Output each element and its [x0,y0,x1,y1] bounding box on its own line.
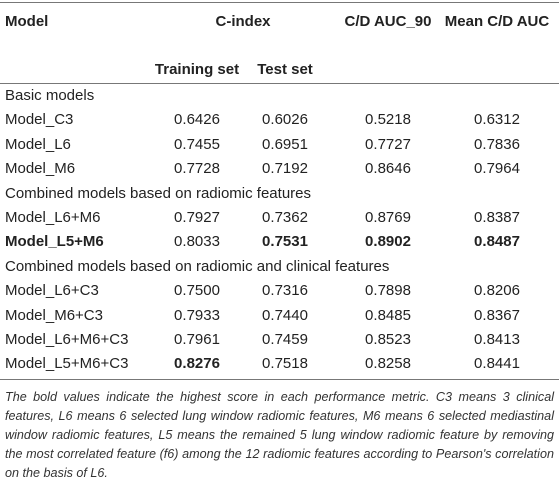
column-header: Model [5,13,49,30]
cell-value: 0.7964 [474,160,520,178]
cell-value: 0.5218 [365,111,411,129]
cell-value: 0.8902 [365,233,411,251]
cell-value: 0.7961 [174,331,220,348]
cell-value: 0.8769 [365,209,411,226]
group-label: Combined models based on radiomic and cl… [5,257,390,275]
cell-value: 0.8033 [174,233,220,251]
cell-value: 0.7316 [262,282,308,300]
cell-value: 0.7727 [365,135,411,153]
header-rule [0,83,559,84]
cell-value: 0.7836 [474,135,520,153]
cell-value: 0.8367 [474,306,520,324]
cell-value: 0.8646 [365,160,411,178]
model-name: Model_L6+C3 [5,282,99,300]
cell-value: 0.7933 [174,306,220,324]
cell-value: 0.8413 [474,331,520,348]
subcolumn-header: Training set [154,61,240,78]
cell-value: 0.7531 [262,233,308,251]
cell-value: 0.7192 [262,160,308,178]
cell-value: 0.8441 [474,355,520,373]
cell-value: 0.7927 [174,209,220,226]
cell-value: 0.8206 [474,282,520,300]
model-name: Model_M6 [5,160,76,178]
cell-value: 0.7362 [262,209,308,226]
bottom-rule [0,379,559,380]
cell-value: 0.8258 [365,355,411,373]
cell-value: 0.7440 [262,306,308,324]
group-label: Basic models [5,87,95,104]
group-label: Combined models based on radiomic featur… [5,184,311,202]
cell-value: 0.6951 [262,135,308,153]
column-header: Mean C/D AUC [444,13,550,30]
column-header: C-index [215,13,271,30]
column-header: C/D AUC_90 [344,13,432,30]
footnote: The bold values indicate the highest sco… [5,390,554,480]
model-name: Model_L5+M6 [5,233,104,251]
top-rule [0,2,559,3]
cell-value: 0.6312 [474,111,520,129]
cell-value: 0.8387 [474,209,520,226]
cell-value: 0.8276 [174,355,220,373]
cell-value: 0.8487 [474,233,520,251]
model-name: Model_L6+M6+C3 [5,331,129,348]
cell-value: 0.7728 [174,160,220,178]
cell-value: 0.6426 [174,111,220,129]
cell-value: 0.6026 [262,111,308,129]
cell-value: 0.7500 [174,282,220,300]
cell-value: 0.7518 [262,355,308,373]
cell-value: 0.7455 [174,135,220,153]
cell-value: 0.7459 [262,331,308,348]
model-name: Model_M6+C3 [5,306,103,324]
cell-value: 0.8485 [365,306,411,324]
model-name: Model_L5+M6+C3 [5,355,129,373]
cell-value: 0.8523 [365,331,411,348]
cell-value: 0.7898 [365,282,411,300]
subcolumn-header: Test set [257,61,313,78]
model-name: Model_C3 [5,111,74,129]
model-name: Model_L6+M6 [5,209,101,226]
model-name: Model_L6 [5,135,71,153]
